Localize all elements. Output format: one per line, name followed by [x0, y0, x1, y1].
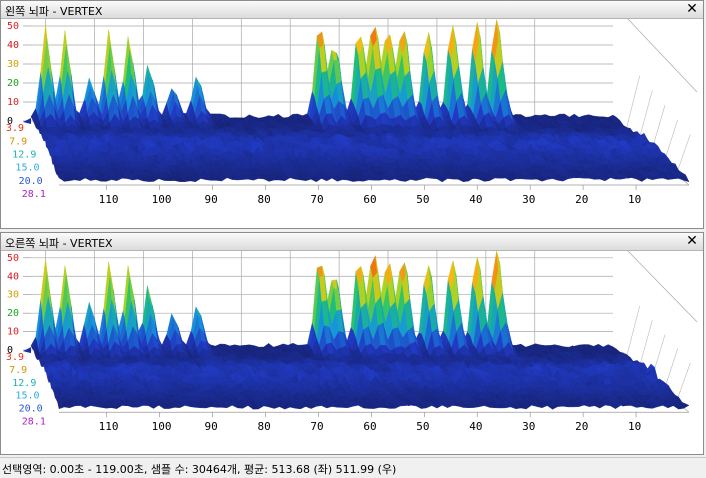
grid-line: [676, 134, 690, 174]
close-icon[interactable]: ✕: [685, 233, 699, 249]
close-icon[interactable]: ✕: [685, 1, 699, 17]
z-tick-label: 20: [7, 78, 19, 89]
time-tick-label: 110: [99, 193, 119, 206]
time-tick-label: 10: [628, 193, 641, 206]
z-tick-label: 10: [7, 97, 19, 108]
freq-tick-label: 3.9: [6, 123, 24, 134]
freq-tick-label: 28.1: [22, 189, 46, 200]
z-tick-label: 50: [7, 253, 19, 264]
spectrum-surface: [31, 251, 689, 409]
time-tick-label: 30: [522, 193, 535, 206]
time-tick-label: 20: [575, 193, 588, 206]
freq-tick-label: 7.9: [9, 136, 27, 147]
time-tick-label: 50: [416, 193, 429, 206]
pane-titlebar[interactable]: 왼쪽 뇌파 - VERTEX ✕: [1, 1, 703, 19]
time-tick-label: 40: [469, 193, 482, 206]
z-tick-label: 30: [7, 59, 19, 70]
grid-line: [638, 90, 652, 142]
grid-line: [626, 76, 640, 132]
z-tick-label: 40: [7, 271, 19, 282]
time-tick-label: 90: [205, 193, 218, 206]
grid-line: [676, 363, 690, 402]
grid-line: [613, 19, 697, 92]
pane-title: 오른쪽 뇌파 - VERTEX: [5, 235, 113, 251]
freq-tick-label: 20.0: [19, 176, 43, 187]
z-tick-label: 30: [7, 290, 19, 301]
z-tick-label: 40: [7, 40, 19, 51]
z-tick-label: 10: [7, 327, 19, 338]
pane-title: 왼쪽 뇌파 - VERTEX: [5, 3, 102, 19]
freq-tick-label: 12.9: [12, 149, 36, 160]
pane-titlebar[interactable]: 오른쪽 뇌파 - VERTEX ✕: [1, 233, 703, 251]
time-tick-label: 80: [257, 193, 270, 206]
time-tick-label: 60: [363, 193, 376, 206]
surface-cell: [79, 177, 86, 181]
time-tick-label: 100: [152, 193, 172, 206]
grid-line: [613, 251, 697, 322]
z-tick-label: 50: [7, 21, 19, 32]
time-tick-label: 70: [310, 193, 323, 206]
grid-line: [626, 306, 640, 360]
freq-tick-label: 15.0: [15, 163, 39, 174]
z-tick-label: 20: [7, 308, 19, 319]
spectrum-surface: [31, 20, 689, 182]
